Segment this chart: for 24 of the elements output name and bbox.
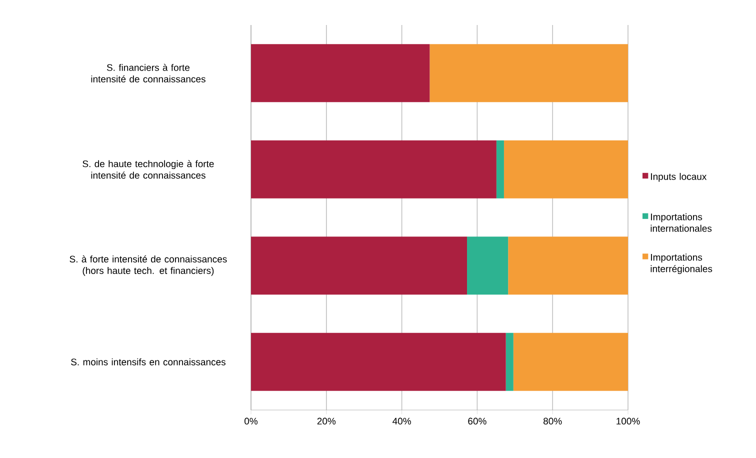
bar bbox=[251, 140, 496, 198]
bar bbox=[430, 44, 628, 102]
y-tick-label: S. financiers à forte intensité de connaissances bbox=[91, 64, 206, 82]
bar bbox=[504, 140, 628, 198]
x-tick-label: 100% bbox=[616, 418, 640, 425]
x-tick-label: 80% bbox=[544, 418, 562, 425]
bar bbox=[496, 140, 504, 198]
x-tick-label: 40% bbox=[392, 418, 411, 425]
legend-label: Inputs locaux bbox=[651, 172, 707, 182]
x-tick-label: 20% bbox=[317, 418, 336, 425]
bar bbox=[251, 236, 468, 295]
bar bbox=[251, 332, 506, 391]
bar bbox=[513, 332, 628, 391]
bar bbox=[506, 332, 514, 391]
y-tick-label: S. à forte intensité de connaissances (hors haute tech. et financiers) bbox=[70, 255, 227, 276]
y-tick-label: S. moins intensifs en connaissances bbox=[71, 358, 226, 366]
legend-label: Importations internationales bbox=[650, 213, 712, 232]
x-tick-label: 60% bbox=[468, 418, 486, 425]
legend-label: Importations interrégionales bbox=[650, 254, 712, 274]
bar bbox=[251, 44, 430, 102]
bar bbox=[467, 236, 508, 295]
y-tick-label: S. de haute technologie à forte intensité de connaissances bbox=[82, 160, 214, 179]
bar bbox=[508, 236, 628, 295]
x-tick-label: 0% bbox=[244, 418, 258, 425]
